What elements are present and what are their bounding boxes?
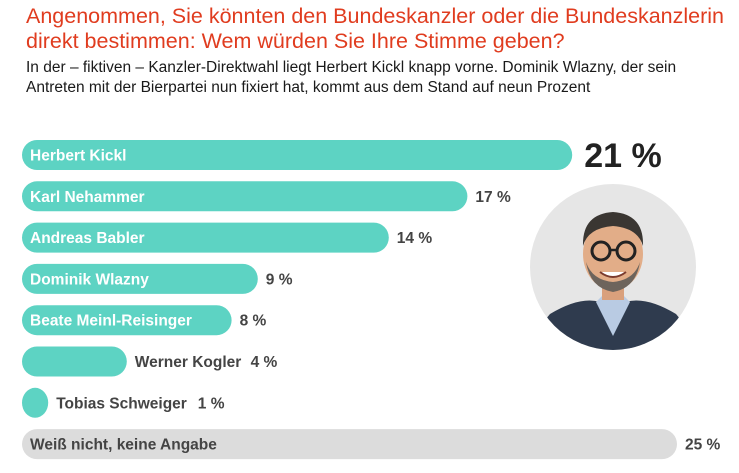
value-label-0: 21 % bbox=[584, 137, 662, 175]
category-label-6: Tobias Schweiger bbox=[56, 395, 187, 412]
category-label-5: Werner Kogler bbox=[135, 354, 242, 371]
value-label-3: 9 % bbox=[266, 271, 293, 288]
value-label-7: 25 % bbox=[685, 437, 721, 454]
value-label-6: 1 % bbox=[198, 395, 225, 412]
chart-subtitle: In der – fiktiven – Kanzler-Direktwahl l… bbox=[26, 59, 677, 96]
category-label-7: Weiß nicht, keine Angabe bbox=[30, 437, 217, 454]
bar-1 bbox=[22, 181, 468, 212]
value-label-5: 4 % bbox=[251, 354, 278, 371]
bar-4 bbox=[22, 305, 232, 336]
value-label-4: 8 % bbox=[240, 313, 267, 330]
category-label-1: Karl Nehammer bbox=[30, 189, 145, 206]
category-label-3: Dominik Wlazny bbox=[30, 271, 149, 288]
chart-title: Angenommen, Sie könnten den Bundeskanzle… bbox=[26, 4, 725, 53]
bar-3 bbox=[22, 263, 258, 294]
category-label-4: Beate Meinl-Reisinger bbox=[30, 313, 192, 330]
bar-6 bbox=[22, 387, 49, 418]
bar-0 bbox=[22, 140, 573, 170]
value-label-2: 14 % bbox=[397, 230, 433, 247]
bar-7 bbox=[22, 429, 677, 460]
category-label-0: Herbert Kickl bbox=[30, 148, 126, 165]
value-label-1: 17 % bbox=[475, 189, 511, 206]
bar-2 bbox=[22, 222, 389, 253]
category-label-2: Andreas Babler bbox=[30, 230, 145, 247]
portrait-photo-icon bbox=[530, 184, 696, 350]
bar-5 bbox=[22, 346, 127, 377]
